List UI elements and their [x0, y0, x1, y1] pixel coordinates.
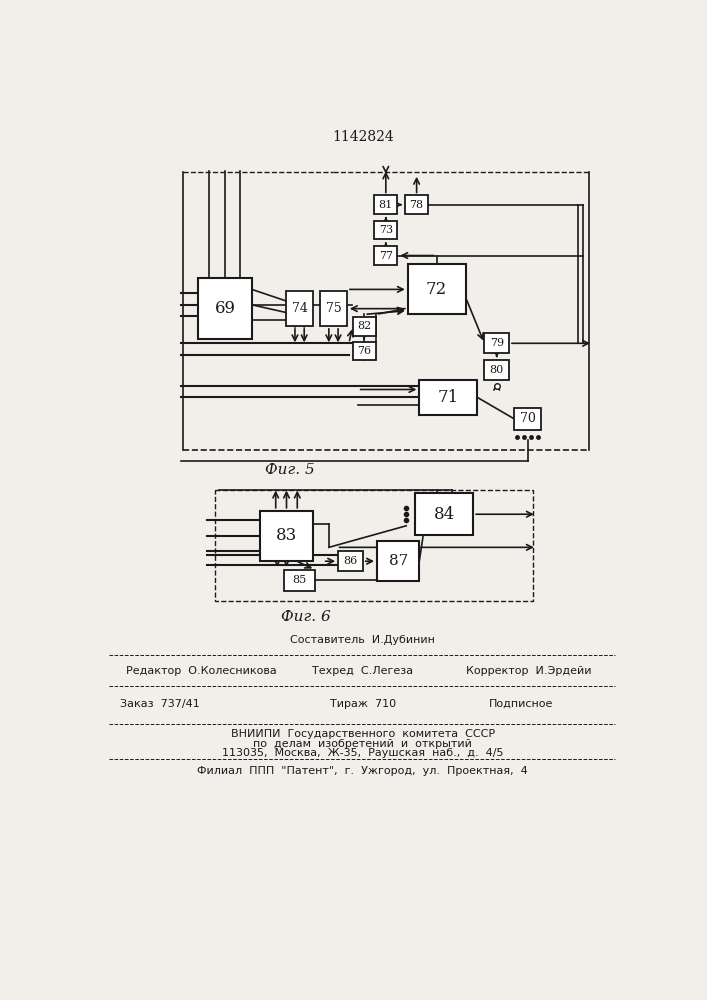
Text: 69: 69	[214, 300, 235, 317]
Bar	[259, 511, 313, 561]
Text: 78: 78	[409, 200, 423, 210]
Text: 75: 75	[326, 302, 341, 315]
Bar	[484, 360, 509, 380]
Text: 73: 73	[379, 225, 393, 235]
Bar	[353, 342, 376, 360]
Bar	[374, 246, 397, 265]
Text: Тираж  710: Тираж 710	[329, 699, 396, 709]
Bar	[377, 541, 419, 581]
Bar	[408, 264, 465, 314]
Text: 82: 82	[357, 321, 371, 331]
Text: 71: 71	[438, 389, 459, 406]
Bar	[338, 551, 363, 571]
Text: Корректор  И.Эрдейи: Корректор И.Эрдейи	[467, 666, 592, 676]
Text: 70: 70	[520, 412, 535, 425]
Text: 85: 85	[293, 575, 307, 585]
Text: 81: 81	[379, 200, 393, 210]
Text: 79: 79	[490, 338, 504, 348]
Text: Заказ  737/41: Заказ 737/41	[119, 699, 199, 709]
Text: по  делам  изобретений  и  открытий: по делам изобретений и открытий	[253, 739, 472, 749]
Bar	[419, 380, 477, 415]
Text: Фиг. 6: Фиг. 6	[281, 610, 331, 624]
Text: 74: 74	[292, 302, 308, 315]
Text: Подписное: Подписное	[489, 699, 554, 709]
Bar	[374, 195, 397, 214]
Text: Техред  С.Легеза: Техред С.Легеза	[312, 666, 414, 676]
Bar	[416, 493, 473, 535]
Bar	[215, 490, 533, 601]
Bar	[284, 570, 315, 591]
Bar	[514, 408, 541, 430]
Text: Фиг. 5: Фиг. 5	[265, 463, 315, 477]
Bar	[320, 291, 347, 326]
Bar	[374, 221, 397, 239]
Text: 83: 83	[276, 527, 297, 544]
Text: Составитель  И.Дубинин: Составитель И.Дубинин	[291, 635, 436, 645]
Text: 113035,  Москва,  Ж-35,  Раушская  наб.,  д.  4/5: 113035, Москва, Ж-35, Раушская наб., д. …	[222, 748, 503, 758]
Text: 1142824: 1142824	[332, 130, 394, 144]
Text: 86: 86	[344, 556, 358, 566]
Text: ВНИИПИ  Государственного  комитета  СССР: ВНИИПИ Государственного комитета СССР	[230, 729, 495, 739]
Text: 72: 72	[426, 281, 448, 298]
Text: 87: 87	[389, 554, 408, 568]
Bar	[198, 278, 252, 339]
Text: Редактор  О.Колесникова: Редактор О.Колесникова	[127, 666, 277, 676]
Bar	[353, 317, 376, 336]
Bar	[405, 195, 428, 214]
Bar	[484, 333, 509, 353]
Text: 76: 76	[357, 346, 371, 356]
Text: 77: 77	[379, 251, 393, 261]
Text: 80: 80	[489, 365, 504, 375]
Text: Филиал  ППП  "Патент",  г.  Ужгород,  ул.  Проектная,  4: Филиал ППП "Патент", г. Ужгород, ул. Про…	[197, 766, 528, 776]
Text: 84: 84	[433, 506, 455, 523]
Bar	[286, 291, 313, 326]
